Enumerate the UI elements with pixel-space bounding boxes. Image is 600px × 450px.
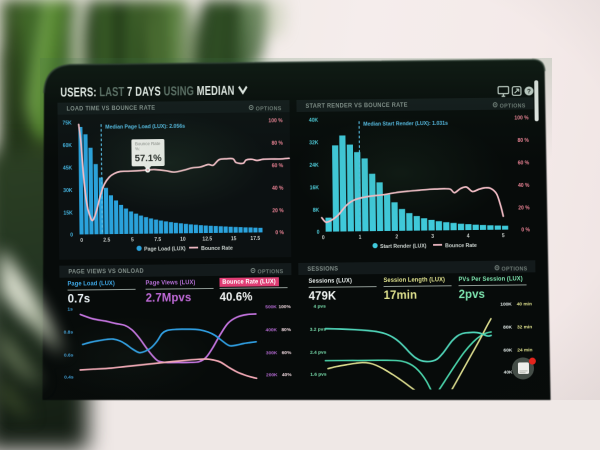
svg-text:0.8s: 0.8s [64, 330, 74, 336]
svg-text:Median Page Load (LUX): 2.056s: Median Page Load (LUX): 2.056s [105, 124, 185, 131]
svg-text:1.6 pvs: 1.6 pvs [310, 372, 327, 378]
svg-text:Bounce Rate: Bounce Rate [135, 141, 161, 146]
svg-text:8K: 8K [313, 208, 320, 214]
svg-text:Start Render (LUX): Start Render (LUX) [380, 243, 427, 250]
svg-text:10: 10 [180, 237, 186, 243]
svg-text:40K: 40K [504, 370, 513, 376]
svg-text:32 min: 32 min [517, 324, 532, 330]
svg-text:100%: 100% [278, 304, 291, 310]
svg-text:60 %: 60 % [272, 163, 284, 169]
svg-text:80 %: 80 % [517, 138, 529, 144]
svg-text:24 min: 24 min [517, 347, 532, 353]
svg-text:5: 5 [502, 233, 505, 239]
svg-text:100 %: 100 % [268, 118, 283, 124]
svg-text:4 pvs: 4 pvs [313, 304, 326, 310]
svg-text:15K: 15K [63, 210, 73, 216]
svg-text:2.5: 2.5 [103, 238, 110, 244]
svg-text:300K: 300K [266, 350, 278, 356]
svg-text:0 %: 0 % [521, 228, 530, 234]
svg-text:0.6s: 0.6s [64, 353, 74, 359]
svg-text:2: 2 [395, 234, 398, 240]
svg-text:20 %: 20 % [518, 205, 530, 211]
svg-text:5: 5 [131, 237, 134, 243]
svg-text:80 %: 80 % [271, 141, 283, 147]
svg-text:500K: 500K [265, 304, 277, 310]
svg-text:24K: 24K [309, 163, 319, 169]
svg-text:80%: 80% [281, 327, 291, 333]
svg-text:0: 0 [317, 230, 320, 236]
svg-text:2.4 pvs: 2.4 pvs [310, 350, 327, 356]
svg-text:3.2 pvs: 3.2 pvs [310, 327, 327, 333]
svg-text:12.5: 12.5 [202, 236, 212, 242]
svg-text:45K: 45K [63, 166, 73, 172]
svg-text:100K: 100K [500, 302, 512, 308]
svg-text:%:: %: [135, 146, 140, 151]
svg-text:30K: 30K [63, 188, 73, 194]
svg-text:0 %: 0 % [275, 230, 284, 236]
svg-text:40K: 40K [309, 118, 319, 124]
svg-text:Bounce Rate: Bounce Rate [201, 246, 233, 252]
svg-text:57.1%: 57.1% [135, 153, 163, 164]
svg-text:15: 15 [231, 236, 237, 242]
svg-text:1s: 1s [67, 307, 73, 313]
svg-text:Page Load (LUX): Page Load (LUX) [144, 246, 186, 252]
svg-text:40 min: 40 min [517, 301, 532, 307]
svg-text:16K: 16K [310, 185, 320, 191]
svg-text:60%: 60% [282, 350, 292, 356]
svg-text:20 %: 20 % [272, 208, 284, 214]
svg-text:7.5: 7.5 [154, 237, 161, 243]
svg-text:40 %: 40 % [518, 183, 530, 189]
svg-text:1: 1 [359, 235, 362, 241]
svg-text:3: 3 [431, 234, 434, 240]
svg-text:40%: 40% [282, 372, 292, 378]
svg-text:0: 0 [80, 238, 83, 244]
svg-text:60 %: 60 % [518, 160, 530, 166]
svg-text:200K: 200K [266, 372, 278, 378]
svg-text:100 %: 100 % [514, 116, 529, 122]
svg-text:40 %: 40 % [272, 186, 284, 192]
svg-text:0.4s: 0.4s [64, 375, 74, 381]
svg-text:60K: 60K [63, 143, 73, 149]
svg-text:?: ? [527, 88, 531, 95]
svg-text:32K: 32K [309, 140, 319, 146]
svg-text:0: 0 [70, 233, 73, 239]
svg-text:75K: 75K [62, 121, 72, 127]
svg-text:60K: 60K [503, 348, 512, 354]
svg-text:Bounce Rate: Bounce Rate [445, 243, 477, 249]
svg-text:400K: 400K [266, 327, 278, 333]
svg-text:0: 0 [322, 235, 325, 241]
svg-text:80K: 80K [503, 325, 512, 331]
svg-text:4: 4 [467, 234, 470, 240]
svg-text:Median Start Render (LUX): 1.0: Median Start Render (LUX): 1.031s [363, 121, 448, 128]
svg-text:17.5: 17.5 [250, 236, 260, 242]
